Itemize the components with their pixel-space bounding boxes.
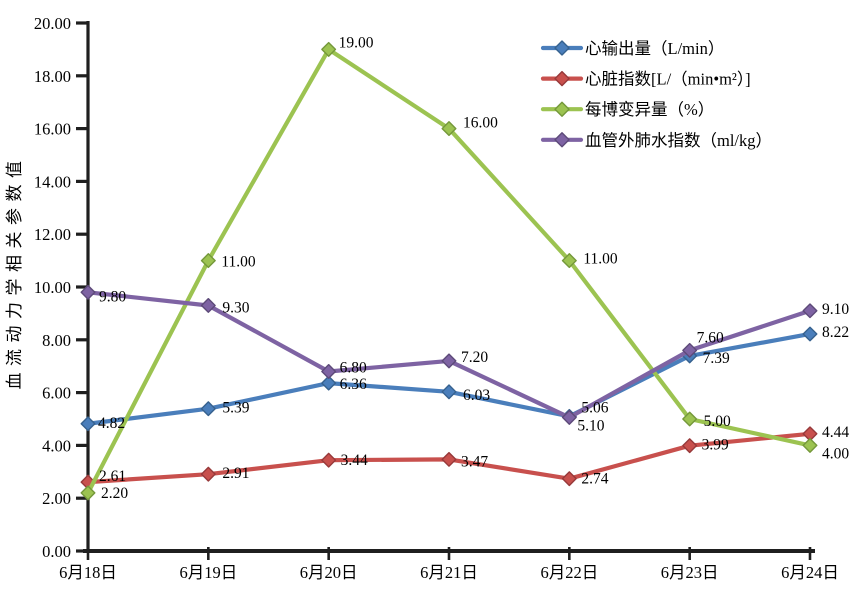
data-label: 4.82 [98,415,125,432]
series-3 [80,284,818,425]
x-tick-label: 6月20日 [300,563,358,582]
y-tick-label: 6.00 [42,384,71,403]
data-point-marker [200,253,216,269]
data-point-marker [80,284,96,300]
data-point-marker [441,451,457,467]
data-point-marker [682,411,698,427]
data-label: 7.60 [697,329,724,346]
data-point-marker [441,353,457,369]
data-label: 9.80 [99,288,126,305]
data-label: 7.39 [703,350,730,367]
data-point-marker [200,297,216,313]
data-point-marker [321,41,337,57]
data-point-marker [682,438,698,454]
data-point-marker [321,452,337,468]
data-label: 16.00 [463,115,498,132]
x-tick-label: 6月23日 [661,563,719,582]
data-point-marker [682,342,698,358]
data-label: 9.10 [822,301,849,318]
data-label: 8.22 [822,324,849,341]
x-tick-label: 6月22日 [540,563,598,582]
data-point-marker [441,384,457,400]
data-label: 2.74 [581,471,608,488]
data-point-marker [321,375,337,391]
legend-marker-icon [554,40,570,56]
x-tick-label: 6月21日 [420,563,478,582]
legend-label: 每博变异量（%） [585,100,714,119]
legend-label: 心输出量（L/min） [585,39,724,58]
series-1 [80,426,818,490]
x-axis-ticks: 6月18日 6月19日 6月20日 6月21日 6月22日 6月23日 6月24日 [59,547,839,582]
legend-label: 心脏指数[L/（min•m²）] [585,70,751,89]
data-point-marker [561,471,577,487]
data-point-marker [80,485,96,501]
data-label: 19.00 [339,34,374,51]
legend: 心输出量（L/min） 心脏指数[L/（min•m²）] 每博变异量（%） 血管外肺水… [540,39,772,150]
data-label: 2.91 [222,465,249,482]
data-label: 6.80 [340,359,367,376]
data-label: 6.03 [463,387,490,404]
data-label: 5.10 [577,417,604,434]
y-tick-label: 10.00 [34,278,71,297]
data-point-marker [80,416,96,432]
data-label: 11.00 [221,254,256,271]
data-label: 7.20 [461,349,488,366]
data-label: 6.36 [340,376,367,393]
y-tick-label: 14.00 [34,172,71,191]
data-point-marker [802,437,818,453]
data-label: 5.00 [704,413,731,430]
data-label: 4.00 [822,445,849,462]
data-label: 5.39 [222,400,249,417]
data-point-marker [321,363,337,379]
data-point-marker [441,121,457,137]
data-point-marker [561,409,577,425]
data-point-marker [802,303,818,319]
data-point-marker [200,466,216,482]
data-labels: 4.82 5.39 6.36 6.03 5.10 7.39 8.22 2.61 2.91 3.44… [98,34,849,502]
legend-marker-icon [554,70,570,87]
legend-item-3: 血管外肺水指数（ml/kg） [540,131,772,150]
y-tick-label: 2.00 [42,489,71,508]
data-label: 4.44 [822,424,849,441]
data-label: 2.61 [99,468,126,485]
y-tick-label: 0.00 [42,542,71,561]
y-tick-label: 20.00 [34,14,71,33]
data-label: 9.30 [222,299,249,316]
data-point-marker [802,326,818,342]
data-point-marker [200,401,216,417]
legend-marker-icon [554,101,570,117]
y-axis-ticks: 0.00 2.00 4.00 6.00 8.00 10.00 12.00 14.00 16.00… [34,14,88,561]
legend-item-1: 心脏指数[L/（min•m²）] [540,70,751,89]
y-tick-label: 18.00 [34,67,71,86]
y-tick-label: 4.00 [42,436,71,455]
x-tick-label: 6月24日 [781,563,839,582]
data-label: 5.06 [581,399,608,416]
series-2 [80,41,818,501]
x-tick-label: 6月19日 [179,563,237,582]
legend-item-2: 每博变异量（%） [540,100,714,119]
data-label: 2.20 [101,485,128,502]
data-label: 3.99 [702,437,729,454]
y-tick-label: 8.00 [42,331,71,350]
legend-item-0: 心输出量（L/min） [540,39,724,58]
data-label: 3.47 [461,453,488,470]
legend-marker-icon [554,132,570,148]
data-label: 3.44 [341,452,368,469]
data-point-marker [561,253,577,269]
y-tick-label: 12.00 [34,225,71,244]
y-tick-label: 16.00 [34,120,71,139]
x-tick-label: 6月18日 [59,563,117,582]
data-label: 11.00 [583,251,618,268]
y-axis-title: 血流动力学相关参数值 [5,155,24,390]
legend-label: 血管外肺水指数（ml/kg） [585,131,772,150]
